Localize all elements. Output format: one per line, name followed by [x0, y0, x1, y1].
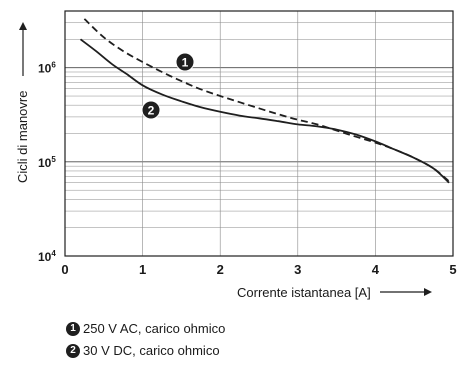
series-layer: 12: [79, 18, 450, 184]
y-tick-label: 105: [38, 155, 56, 170]
x-axis-arrowhead: [424, 288, 432, 296]
y-tick-label: 104: [38, 249, 56, 264]
y-tick-labels: 104 105 106: [38, 61, 56, 264]
marker-1-icon: 1: [66, 321, 80, 336]
legend-item-1-label: 250 V AC, carico ohmico: [83, 321, 226, 336]
x-axis-label: Corrente istantanea [A]: [237, 285, 371, 300]
x-tick-labels: 0 1 2 3 4 5: [61, 262, 456, 277]
x-tick-label: 2: [217, 262, 224, 277]
x-tick-label: 3: [294, 262, 301, 277]
x-tick-label: 0: [61, 262, 68, 277]
x-tick-label: 5: [449, 262, 456, 277]
x-tick-label: 4: [372, 262, 380, 277]
legend-item-1: 1 250 V AC, carico ohmico: [66, 321, 225, 336]
legend-item-2: 2 30 V DC, carico ohmico: [66, 343, 220, 358]
series-1-line: [83, 18, 450, 183]
curve-marker-2-label: 2: [148, 104, 155, 118]
curve-marker-2-icon: [141, 100, 161, 120]
series-2-line: [79, 38, 450, 184]
plot-frame: [64, 10, 454, 257]
x-tick-label: 1: [139, 262, 146, 277]
curve-marker-1-icon: [175, 52, 195, 72]
marker-2-icon: 2: [66, 343, 80, 358]
y-tick-label: 106: [38, 61, 56, 76]
y-axis-label: Cicli di manovre: [15, 91, 30, 183]
curve-marker-1-label: 1: [182, 56, 189, 70]
legend-item-2-label: 30 V DC, carico ohmico: [83, 343, 220, 358]
grid: [64, 10, 454, 257]
y-axis-arrowhead: [19, 22, 27, 30]
